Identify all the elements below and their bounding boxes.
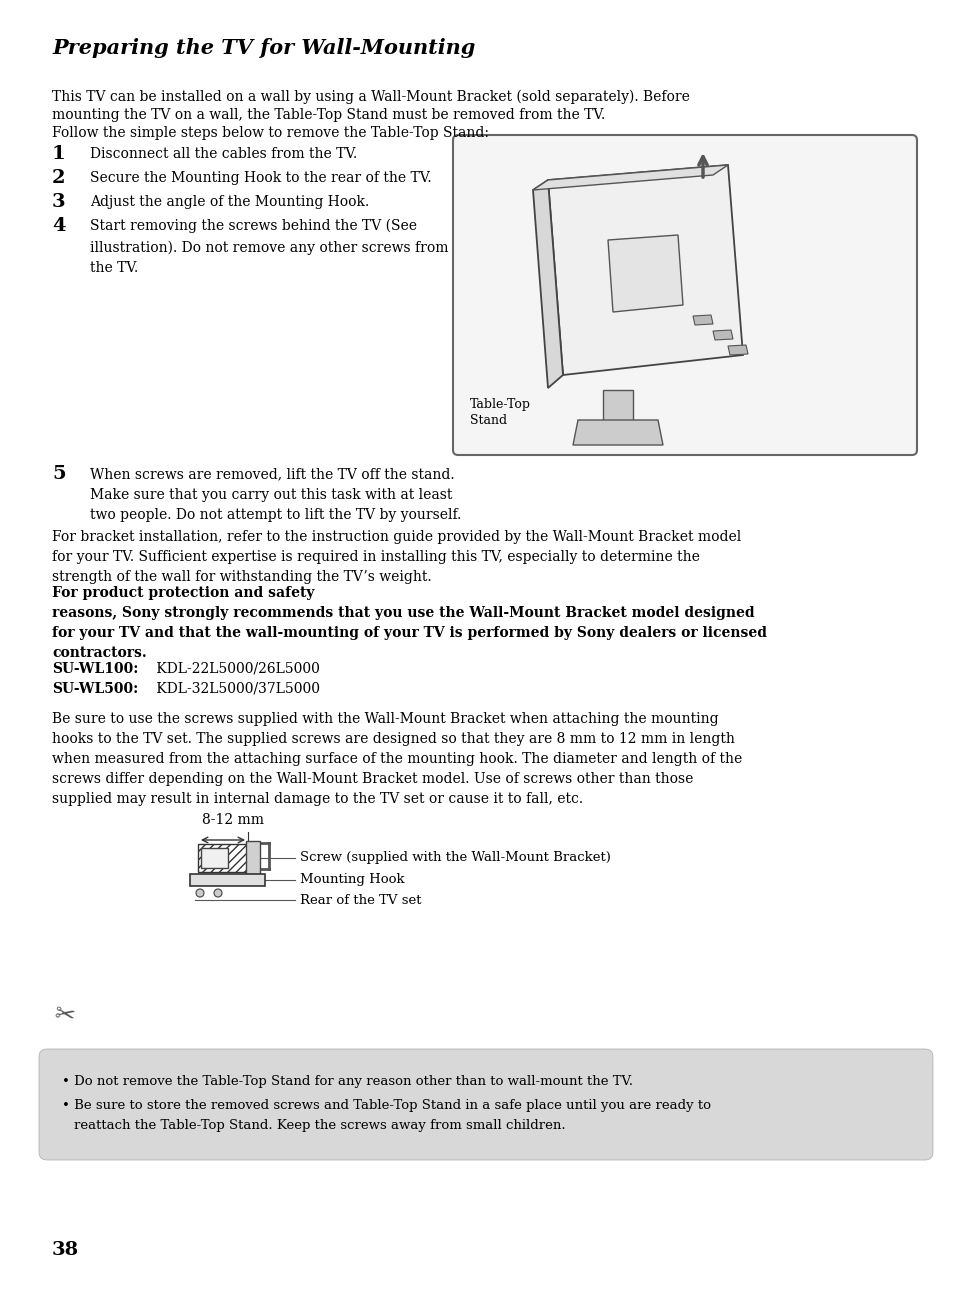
Text: Screw (supplied with the Wall-Mount Bracket): Screw (supplied with the Wall-Mount Brac… xyxy=(299,852,610,865)
Text: 38: 38 xyxy=(52,1241,79,1259)
FancyBboxPatch shape xyxy=(453,135,916,455)
Text: SU-WL500:: SU-WL500: xyxy=(52,682,138,696)
Text: 3: 3 xyxy=(52,193,66,211)
FancyBboxPatch shape xyxy=(198,844,248,872)
Text: Start removing the screws behind the TV (See
illustration). Do not remove any ot: Start removing the screws behind the TV … xyxy=(90,219,448,275)
Polygon shape xyxy=(573,420,662,445)
Polygon shape xyxy=(607,235,682,313)
Text: Preparing the TV for Wall-Mounting: Preparing the TV for Wall-Mounting xyxy=(52,38,475,58)
Text: For product protection and safety
reasons, Sony strongly recommends that you use: For product protection and safety reason… xyxy=(52,586,766,660)
Text: Secure the Mounting Hook to the rear of the TV.: Secure the Mounting Hook to the rear of … xyxy=(90,171,431,185)
Text: Mounting Hook: Mounting Hook xyxy=(299,873,404,887)
Text: Rear of the TV set: Rear of the TV set xyxy=(299,894,421,907)
FancyBboxPatch shape xyxy=(201,848,229,868)
Text: mounting the TV on a wall, the Table-Top Stand must be removed from the TV.: mounting the TV on a wall, the Table-Top… xyxy=(52,108,604,122)
Text: 2: 2 xyxy=(52,169,66,187)
FancyBboxPatch shape xyxy=(190,874,265,886)
Text: ✂: ✂ xyxy=(52,1003,77,1030)
FancyBboxPatch shape xyxy=(246,840,260,875)
Text: 5: 5 xyxy=(52,466,66,482)
Text: Follow the simple steps below to remove the Table-Top Stand:: Follow the simple steps below to remove … xyxy=(52,126,489,140)
Text: SU-WL100:: SU-WL100: xyxy=(52,661,138,676)
Text: For bracket installation, refer to the instruction guide provided by the Wall-Mo: For bracket installation, refer to the i… xyxy=(52,530,740,584)
Text: Adjust the angle of the Mounting Hook.: Adjust the angle of the Mounting Hook. xyxy=(90,195,369,209)
Polygon shape xyxy=(727,345,747,355)
Text: Be sure to use the screws supplied with the Wall-Mount Bracket when attaching th: Be sure to use the screws supplied with … xyxy=(52,712,741,807)
Polygon shape xyxy=(533,180,562,388)
Polygon shape xyxy=(547,165,742,375)
Text: Table-Top
Stand: Table-Top Stand xyxy=(470,398,531,427)
Text: • Do not remove the Table-Top Stand for any reason other than to wall-mount the : • Do not remove the Table-Top Stand for … xyxy=(62,1075,633,1088)
Polygon shape xyxy=(533,165,727,189)
Polygon shape xyxy=(712,329,732,340)
Text: KDL-22L5000/26L5000: KDL-22L5000/26L5000 xyxy=(152,661,319,676)
Text: Disconnect all the cables from the TV.: Disconnect all the cables from the TV. xyxy=(90,147,356,161)
Circle shape xyxy=(195,888,204,898)
FancyBboxPatch shape xyxy=(39,1049,932,1160)
Polygon shape xyxy=(602,390,633,425)
Text: This TV can be installed on a wall by using a Wall-Mount Bracket (sold separatel: This TV can be installed on a wall by us… xyxy=(52,89,689,104)
Text: 1: 1 xyxy=(52,145,66,163)
Text: 8-12 mm: 8-12 mm xyxy=(202,813,264,827)
Polygon shape xyxy=(692,315,712,326)
Text: 4: 4 xyxy=(52,217,66,235)
Text: KDL-32L5000/37L5000: KDL-32L5000/37L5000 xyxy=(152,682,319,696)
Text: reattach the Table-Top Stand. Keep the screws away from small children.: reattach the Table-Top Stand. Keep the s… xyxy=(74,1119,565,1132)
Text: When screws are removed, lift the TV off the stand.
Make sure that you carry out: When screws are removed, lift the TV off… xyxy=(90,467,461,523)
Text: • Be sure to store the removed screws and Table-Top Stand in a safe place until : • Be sure to store the removed screws an… xyxy=(62,1099,710,1112)
Circle shape xyxy=(213,888,222,898)
